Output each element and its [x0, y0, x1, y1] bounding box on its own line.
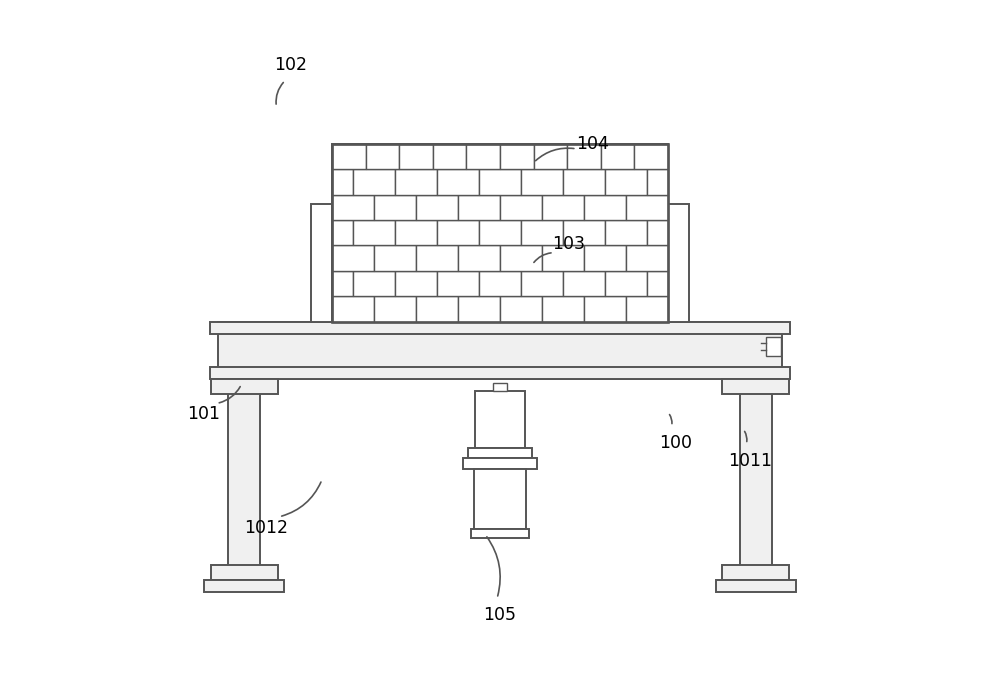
Bar [395, 169, 437, 194]
Bar [605, 220, 647, 246]
Bar [563, 220, 605, 246]
Bar [416, 246, 458, 271]
Bar [458, 246, 500, 271]
Bar [601, 144, 634, 169]
Bar [374, 194, 416, 220]
Bar [534, 144, 567, 169]
Bar [479, 220, 521, 246]
Bar [722, 379, 789, 393]
Bar [437, 169, 479, 194]
Bar [332, 169, 353, 194]
Bar [605, 271, 647, 297]
Bar [563, 271, 605, 297]
Bar [353, 271, 395, 297]
Bar [647, 271, 668, 297]
Text: 105: 105 [484, 606, 516, 624]
Bar [395, 220, 437, 246]
Bar [647, 169, 668, 194]
Bar [332, 144, 366, 169]
Bar [466, 144, 500, 169]
Bar [332, 194, 374, 220]
Bar [584, 246, 626, 271]
Text: 104: 104 [576, 135, 609, 153]
Bar [416, 297, 458, 322]
Bar [416, 194, 458, 220]
Bar [218, 322, 782, 379]
Bar [500, 144, 534, 169]
Bar [399, 144, 433, 169]
Bar [332, 246, 374, 271]
Bar [211, 379, 278, 393]
Bar [542, 297, 584, 322]
Bar [437, 271, 479, 297]
Bar [374, 246, 416, 271]
Bar [366, 144, 399, 169]
Bar [542, 246, 584, 271]
Bar [647, 220, 668, 246]
Bar [353, 169, 395, 194]
Bar [458, 297, 500, 322]
Bar [584, 194, 626, 220]
Bar [500, 194, 542, 220]
Bar [634, 144, 668, 169]
Bar [584, 297, 626, 322]
Text: 1011: 1011 [728, 452, 772, 470]
Bar [740, 379, 772, 580]
Bar [468, 448, 532, 458]
Bar [458, 194, 500, 220]
Bar [542, 194, 584, 220]
Bar [228, 379, 260, 580]
Bar [493, 383, 507, 391]
Bar [500, 297, 542, 322]
Bar [626, 297, 668, 322]
Bar [204, 580, 284, 592]
Bar [210, 322, 790, 334]
Bar [353, 220, 395, 246]
Bar [722, 565, 789, 580]
Text: 102: 102 [274, 56, 307, 74]
Bar [521, 169, 563, 194]
Text: 1012: 1012 [244, 519, 288, 537]
Bar [395, 271, 437, 297]
Bar [433, 144, 466, 169]
Bar [210, 367, 790, 379]
Bar [332, 144, 668, 322]
Text: 103: 103 [552, 236, 585, 253]
Bar [332, 144, 668, 322]
Bar [605, 169, 647, 194]
Bar [479, 169, 521, 194]
Bar [563, 169, 605, 194]
Bar [626, 246, 668, 271]
Bar [463, 458, 537, 468]
Bar [437, 220, 479, 246]
Bar [479, 271, 521, 297]
Bar [474, 468, 526, 529]
Bar [211, 565, 278, 580]
Bar [475, 391, 525, 448]
Bar [332, 220, 353, 246]
Text: 100: 100 [659, 433, 692, 452]
Bar [626, 194, 668, 220]
Bar [500, 246, 542, 271]
Bar [374, 297, 416, 322]
Bar [311, 204, 332, 322]
Bar [567, 144, 601, 169]
Bar [668, 204, 689, 322]
Bar [332, 271, 353, 297]
Bar [766, 337, 781, 356]
Text: 101: 101 [187, 405, 220, 422]
Bar [332, 297, 374, 322]
Bar [521, 220, 563, 246]
Bar [521, 271, 563, 297]
Bar [471, 529, 529, 538]
Bar [716, 580, 796, 592]
